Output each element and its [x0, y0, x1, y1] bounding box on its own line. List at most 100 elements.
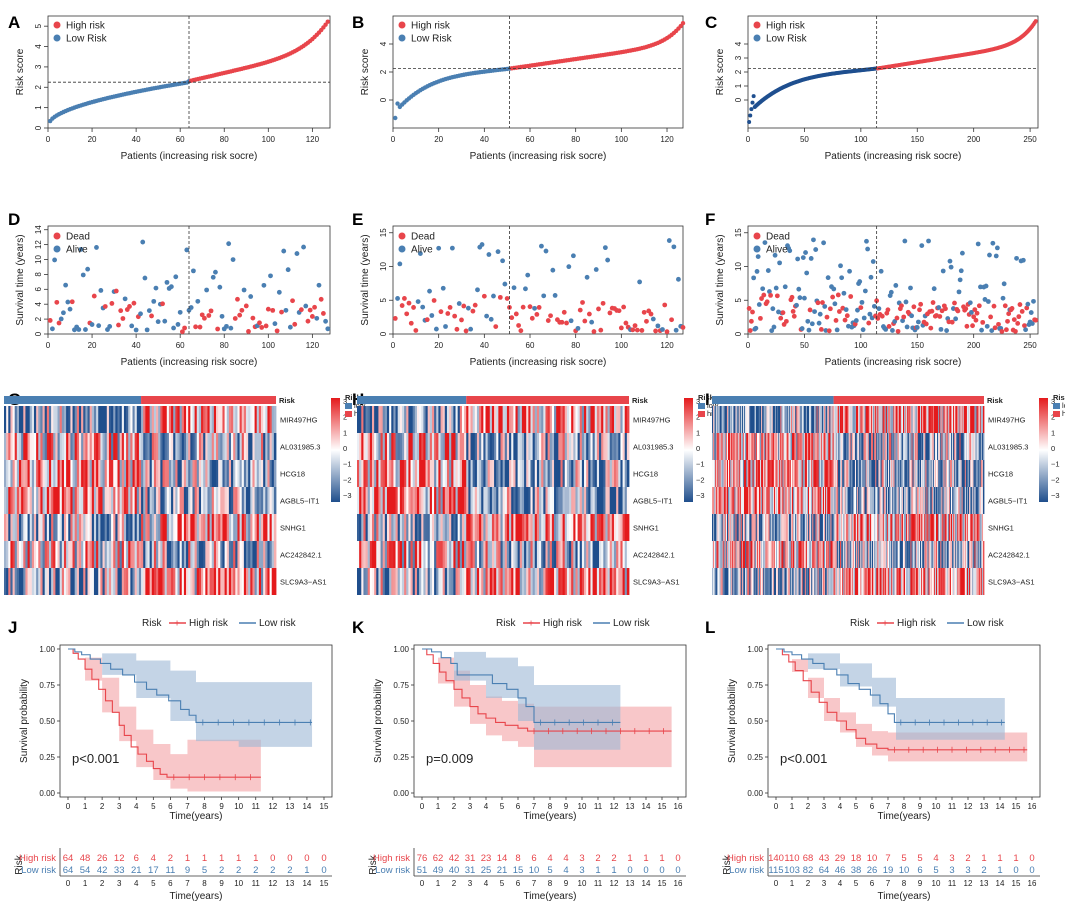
heat-cell [412, 568, 416, 595]
heat-cell [850, 514, 853, 541]
heat-cell [451, 514, 454, 541]
heat-cell [36, 460, 39, 487]
heat-cell [571, 433, 574, 460]
x-axis-label: Patients (increasing risk socre) [825, 151, 962, 162]
status-point [235, 296, 240, 302]
ci-band [68, 649, 261, 792]
heat-cell [543, 568, 546, 595]
heat-cell [382, 460, 386, 487]
heat-cell [556, 541, 559, 568]
heat-cell [147, 487, 151, 514]
heat-cell [536, 406, 540, 433]
heat-cell [472, 460, 476, 487]
status-point [753, 325, 759, 331]
heat-cell [207, 487, 211, 514]
heat-cell [485, 406, 489, 433]
heat-cell [528, 568, 531, 595]
heat-cell [920, 433, 922, 460]
status-point [131, 300, 137, 306]
status-point [118, 308, 124, 314]
heat-cell [847, 433, 849, 460]
heat-cell [860, 541, 862, 568]
heat-cell [68, 487, 71, 514]
heat-cell [878, 541, 880, 568]
heat-cell [68, 541, 71, 568]
heat-cell [792, 541, 794, 568]
heat-cell [809, 568, 811, 595]
heat-cell [859, 487, 861, 514]
heat-cell [714, 406, 716, 433]
heat-cell [479, 406, 482, 433]
heat-cell [889, 460, 891, 487]
heat-cell [63, 541, 67, 568]
heat-cell [880, 514, 882, 541]
status-point [424, 317, 430, 323]
heat-cell [785, 487, 788, 514]
heat-cell [175, 541, 178, 568]
heat-cell [936, 568, 938, 595]
heat-cell [213, 433, 217, 460]
heat-cell [819, 541, 822, 568]
heat-cell [824, 541, 826, 568]
y-axis-label: Survival time (years) [360, 234, 371, 325]
heat-cell [941, 541, 943, 568]
heat-cell [934, 433, 937, 460]
heat-cell [970, 487, 972, 514]
heat-cell [890, 541, 892, 568]
heat-cell [880, 541, 882, 568]
heat-cell [108, 433, 112, 460]
heat-cell [768, 514, 770, 541]
heat-cell [171, 568, 174, 595]
heat-cell [864, 514, 866, 541]
heat-cell [840, 487, 842, 514]
heat-cell [66, 541, 69, 568]
heat-cell [850, 568, 853, 595]
heat-cell [910, 433, 912, 460]
heat-cell [804, 514, 807, 541]
heat-cell [830, 460, 832, 487]
status-point [406, 300, 412, 306]
heat-cell [4, 514, 7, 541]
heat-cell [874, 460, 876, 487]
heat-cell [228, 568, 232, 595]
heat-cell [389, 487, 392, 514]
heat-cell [61, 406, 65, 433]
heat-cell [491, 568, 495, 595]
heat-cell [901, 487, 904, 514]
heat-cell [436, 406, 439, 433]
heat-cell [971, 568, 973, 595]
heat-cell [504, 433, 508, 460]
heat-cell [756, 541, 759, 568]
heat-cell [801, 406, 804, 433]
heat-cell [611, 514, 615, 541]
heat-cell [513, 487, 516, 514]
heat-cell [724, 406, 727, 433]
heat-cell [757, 460, 760, 487]
heat-cell [575, 487, 578, 514]
status-point [983, 283, 989, 289]
heat-cell [780, 514, 782, 541]
heat-cell [408, 487, 411, 514]
status-point [468, 326, 474, 332]
heat-cell [762, 514, 764, 541]
status-point [680, 324, 686, 330]
heat-cell [719, 433, 721, 460]
risk-count: 1 [253, 853, 258, 864]
heat-cell [188, 541, 191, 568]
heat-cell [258, 460, 262, 487]
status-point [914, 325, 920, 330]
status-point [1005, 318, 1010, 324]
status-point [886, 324, 892, 329]
heat-cell [713, 568, 715, 595]
heat-cell [126, 541, 129, 568]
heat-cell [25, 460, 28, 487]
heat-cell [265, 406, 268, 433]
heat-cell [757, 514, 760, 541]
heat-cell [898, 487, 901, 514]
status-point [765, 268, 771, 273]
heat-cell [198, 514, 202, 541]
heat-cell [464, 487, 467, 514]
heat-cell [464, 568, 467, 595]
heat-cell [42, 487, 46, 514]
heat-cell [515, 514, 519, 541]
